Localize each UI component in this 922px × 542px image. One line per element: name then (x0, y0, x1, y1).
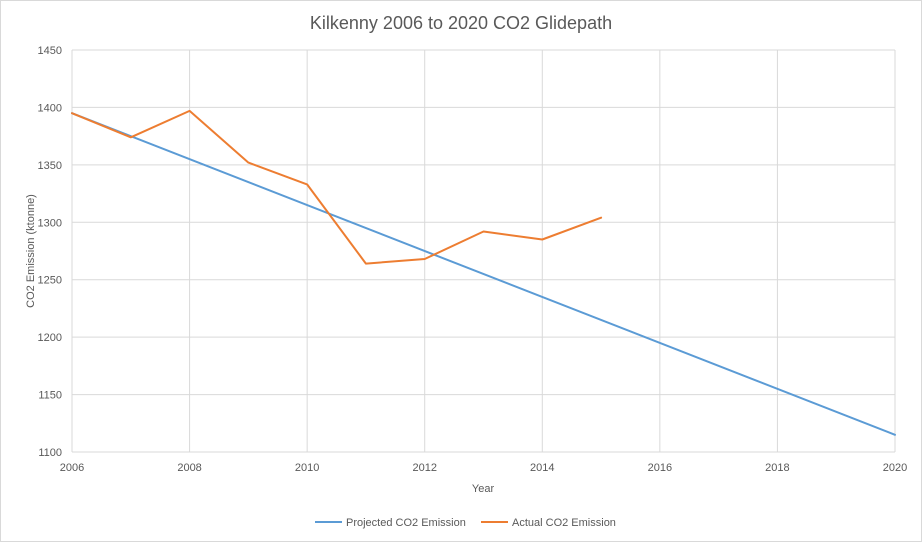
x-tick-label: 2012 (412, 462, 436, 474)
chart-title: Kilkenny 2006 to 2020 CO2 Glidepath (310, 13, 612, 33)
vertical-gridlines (71, 50, 896, 452)
legend-label: Projected CO2 Emission (346, 517, 466, 529)
y-tick-label: 1100 (38, 447, 62, 459)
y-tick-label: 1200 (38, 332, 62, 344)
y-tick-label: 1300 (38, 217, 62, 229)
y-tick-label: 1400 (38, 102, 62, 114)
x-tick-label: 2010 (295, 462, 319, 474)
x-axis-title: Year (472, 483, 495, 495)
legend-label: Actual CO2 Emission (512, 517, 616, 529)
x-tick-label: 2006 (60, 462, 84, 474)
series-line-projected (71, 112, 896, 436)
y-tick-label: 1250 (38, 275, 62, 287)
y-axis-title: CO2 Emission (ktonne) (25, 194, 37, 308)
x-tick-label: 2014 (530, 462, 554, 474)
series-line-actual (71, 109, 603, 265)
x-tick-label: 2020 (883, 462, 907, 474)
x-tick-label: 2008 (177, 462, 201, 474)
y-tick-labels: 1100 1150 1200 1250 1300 1350 1400 1450 (38, 45, 62, 459)
x-tick-label: 2018 (765, 462, 789, 474)
series-lines (71, 109, 896, 436)
legend: Projected CO2 Emission Actual CO2 Emissio… (315, 517, 616, 529)
y-tick-label: 1150 (38, 390, 62, 402)
y-tick-label: 1450 (38, 45, 62, 57)
gridlines (72, 49, 895, 453)
x-tick-labels: 2006 2008 2010 2012 2014 2016 2018 2020 (60, 462, 907, 474)
y-tick-label: 1350 (38, 160, 62, 172)
x-tick-label: 2016 (648, 462, 672, 474)
